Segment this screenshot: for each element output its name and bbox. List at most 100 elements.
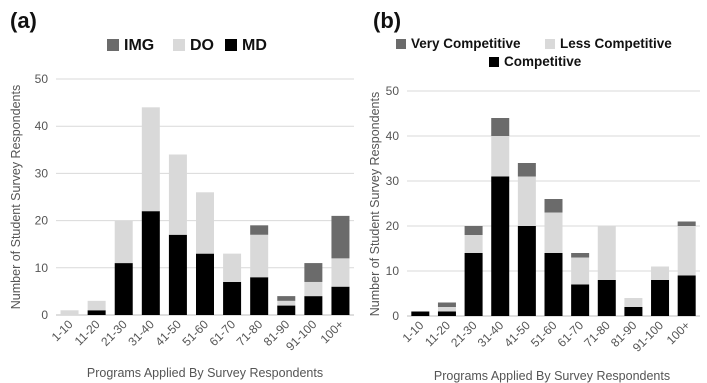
legend-label: Very Competitive [411, 36, 521, 51]
x-tick-label: 31-40 [475, 318, 507, 350]
bar-less-competitive [517, 176, 536, 226]
bar-do [250, 234, 269, 278]
bar-md [114, 263, 133, 315]
bar-very-competitive [464, 226, 483, 235]
x-axis-title: Programs Applied By Survey Respondents [434, 369, 670, 383]
bar-competitive [651, 280, 670, 316]
y-tick-label: 40 [35, 119, 49, 133]
bar-md [331, 286, 350, 315]
bar-do [304, 281, 323, 297]
x-tick-label: 91-100 [283, 317, 320, 354]
y-tick-label: 20 [386, 219, 400, 233]
bar-md [250, 277, 269, 315]
bar-do [168, 154, 187, 235]
y-axis-title: Number of Student Survey Respondents [9, 85, 23, 309]
x-tick-label: 31-40 [125, 317, 157, 349]
x-tick-label: 100+ [664, 318, 693, 347]
bar-img [331, 215, 350, 259]
bar-competitive [624, 307, 643, 316]
bar-less-competitive [437, 307, 456, 312]
x-tick-label: 51-60 [528, 318, 560, 350]
bar-md [141, 211, 160, 315]
bar-competitive [677, 275, 696, 316]
bar-competitive [597, 280, 616, 316]
chart-panel-b: (b)010203040501-1011-2021-3031-4041-5051… [368, 8, 700, 383]
bar-competitive [571, 284, 590, 316]
legend-swatch [396, 39, 406, 49]
y-tick-label: 30 [386, 174, 400, 188]
y-tick-label: 0 [41, 308, 48, 322]
bar-do [141, 107, 160, 212]
y-tick-label: 10 [386, 264, 400, 278]
y-tick-label: 50 [35, 72, 49, 86]
bar-less-competitive [464, 235, 483, 253]
bar-competitive [464, 253, 483, 316]
bar-md [87, 310, 106, 315]
bar-very-competitive [491, 118, 510, 136]
bar-less-competitive [597, 226, 616, 280]
bar-very-competitive [544, 199, 563, 213]
legend-swatch [545, 39, 555, 49]
bar-very-competitive [571, 253, 590, 258]
legend-swatch [107, 39, 119, 51]
bar-less-competitive [544, 212, 563, 253]
bar-img [304, 263, 323, 282]
legend-label: MD [242, 37, 267, 54]
bar-md [196, 253, 214, 315]
bar-img [250, 225, 269, 235]
bar-md [277, 305, 296, 315]
bar-do [87, 300, 106, 311]
bar-less-competitive [624, 298, 643, 307]
bar-competitive [491, 176, 510, 316]
x-tick-label: 21-30 [98, 317, 130, 349]
legend-swatch [173, 39, 185, 51]
x-tick-label: 61-70 [207, 317, 239, 349]
bar-very-competitive [677, 221, 696, 226]
x-tick-label: 21-30 [448, 318, 480, 350]
panel-label: (a) [10, 8, 37, 33]
bar-md [223, 281, 242, 315]
x-tick-label: 11-20 [422, 318, 453, 349]
x-tick-label: 51-60 [180, 317, 212, 349]
bar-do [223, 253, 242, 282]
x-tick-label: 61-70 [555, 318, 587, 350]
bar-competitive [517, 226, 536, 316]
bar-do [114, 220, 133, 264]
x-tick-label: 11-20 [72, 317, 103, 348]
legend-label: Less Competitive [560, 36, 672, 51]
chart-panel-a: (a) 0 10 20 30 40 50 1-1011-2021-3031-4041-5051… [9, 8, 354, 380]
legend-label: IMG [124, 37, 154, 54]
bar-less-competitive [651, 266, 670, 280]
bar-less-competitive [571, 257, 590, 285]
legend-label: Competitive [504, 54, 582, 69]
bar-md [304, 296, 323, 315]
bar-md [168, 234, 187, 315]
y-tick-label: 0 [392, 309, 399, 323]
y-tick-label: 30 [35, 166, 49, 180]
y-tick-label: 10 [35, 261, 49, 275]
x-tick-label: 71-80 [581, 318, 613, 350]
bar-do [331, 258, 350, 287]
x-tick-label: 41-50 [501, 318, 533, 350]
bar-do [196, 192, 214, 254]
bar-do [277, 300, 296, 306]
x-tick-label: 41-50 [152, 317, 184, 349]
x-axis-title: Programs Applied By Survey Respondents [87, 366, 323, 380]
bar-very-competitive [437, 302, 456, 307]
bar-less-competitive [677, 226, 696, 276]
bar-very-competitive [517, 163, 536, 177]
x-tick-label: 91-100 [630, 318, 667, 355]
legend-swatch [489, 57, 499, 67]
legend-swatch [225, 39, 237, 51]
y-tick-label: 50 [386, 84, 400, 98]
bar-img [277, 296, 296, 301]
y-axis-title: Number of Student Survey Respondents [368, 92, 382, 316]
x-tick-label: 71-80 [234, 317, 266, 349]
bar-competitive [411, 311, 430, 316]
x-tick-label: 1-10 [49, 317, 76, 344]
legend-label: DO [190, 37, 214, 54]
y-tick-label: 40 [386, 129, 400, 143]
bar-do [60, 310, 79, 315]
panel-label: (b) [373, 8, 401, 33]
